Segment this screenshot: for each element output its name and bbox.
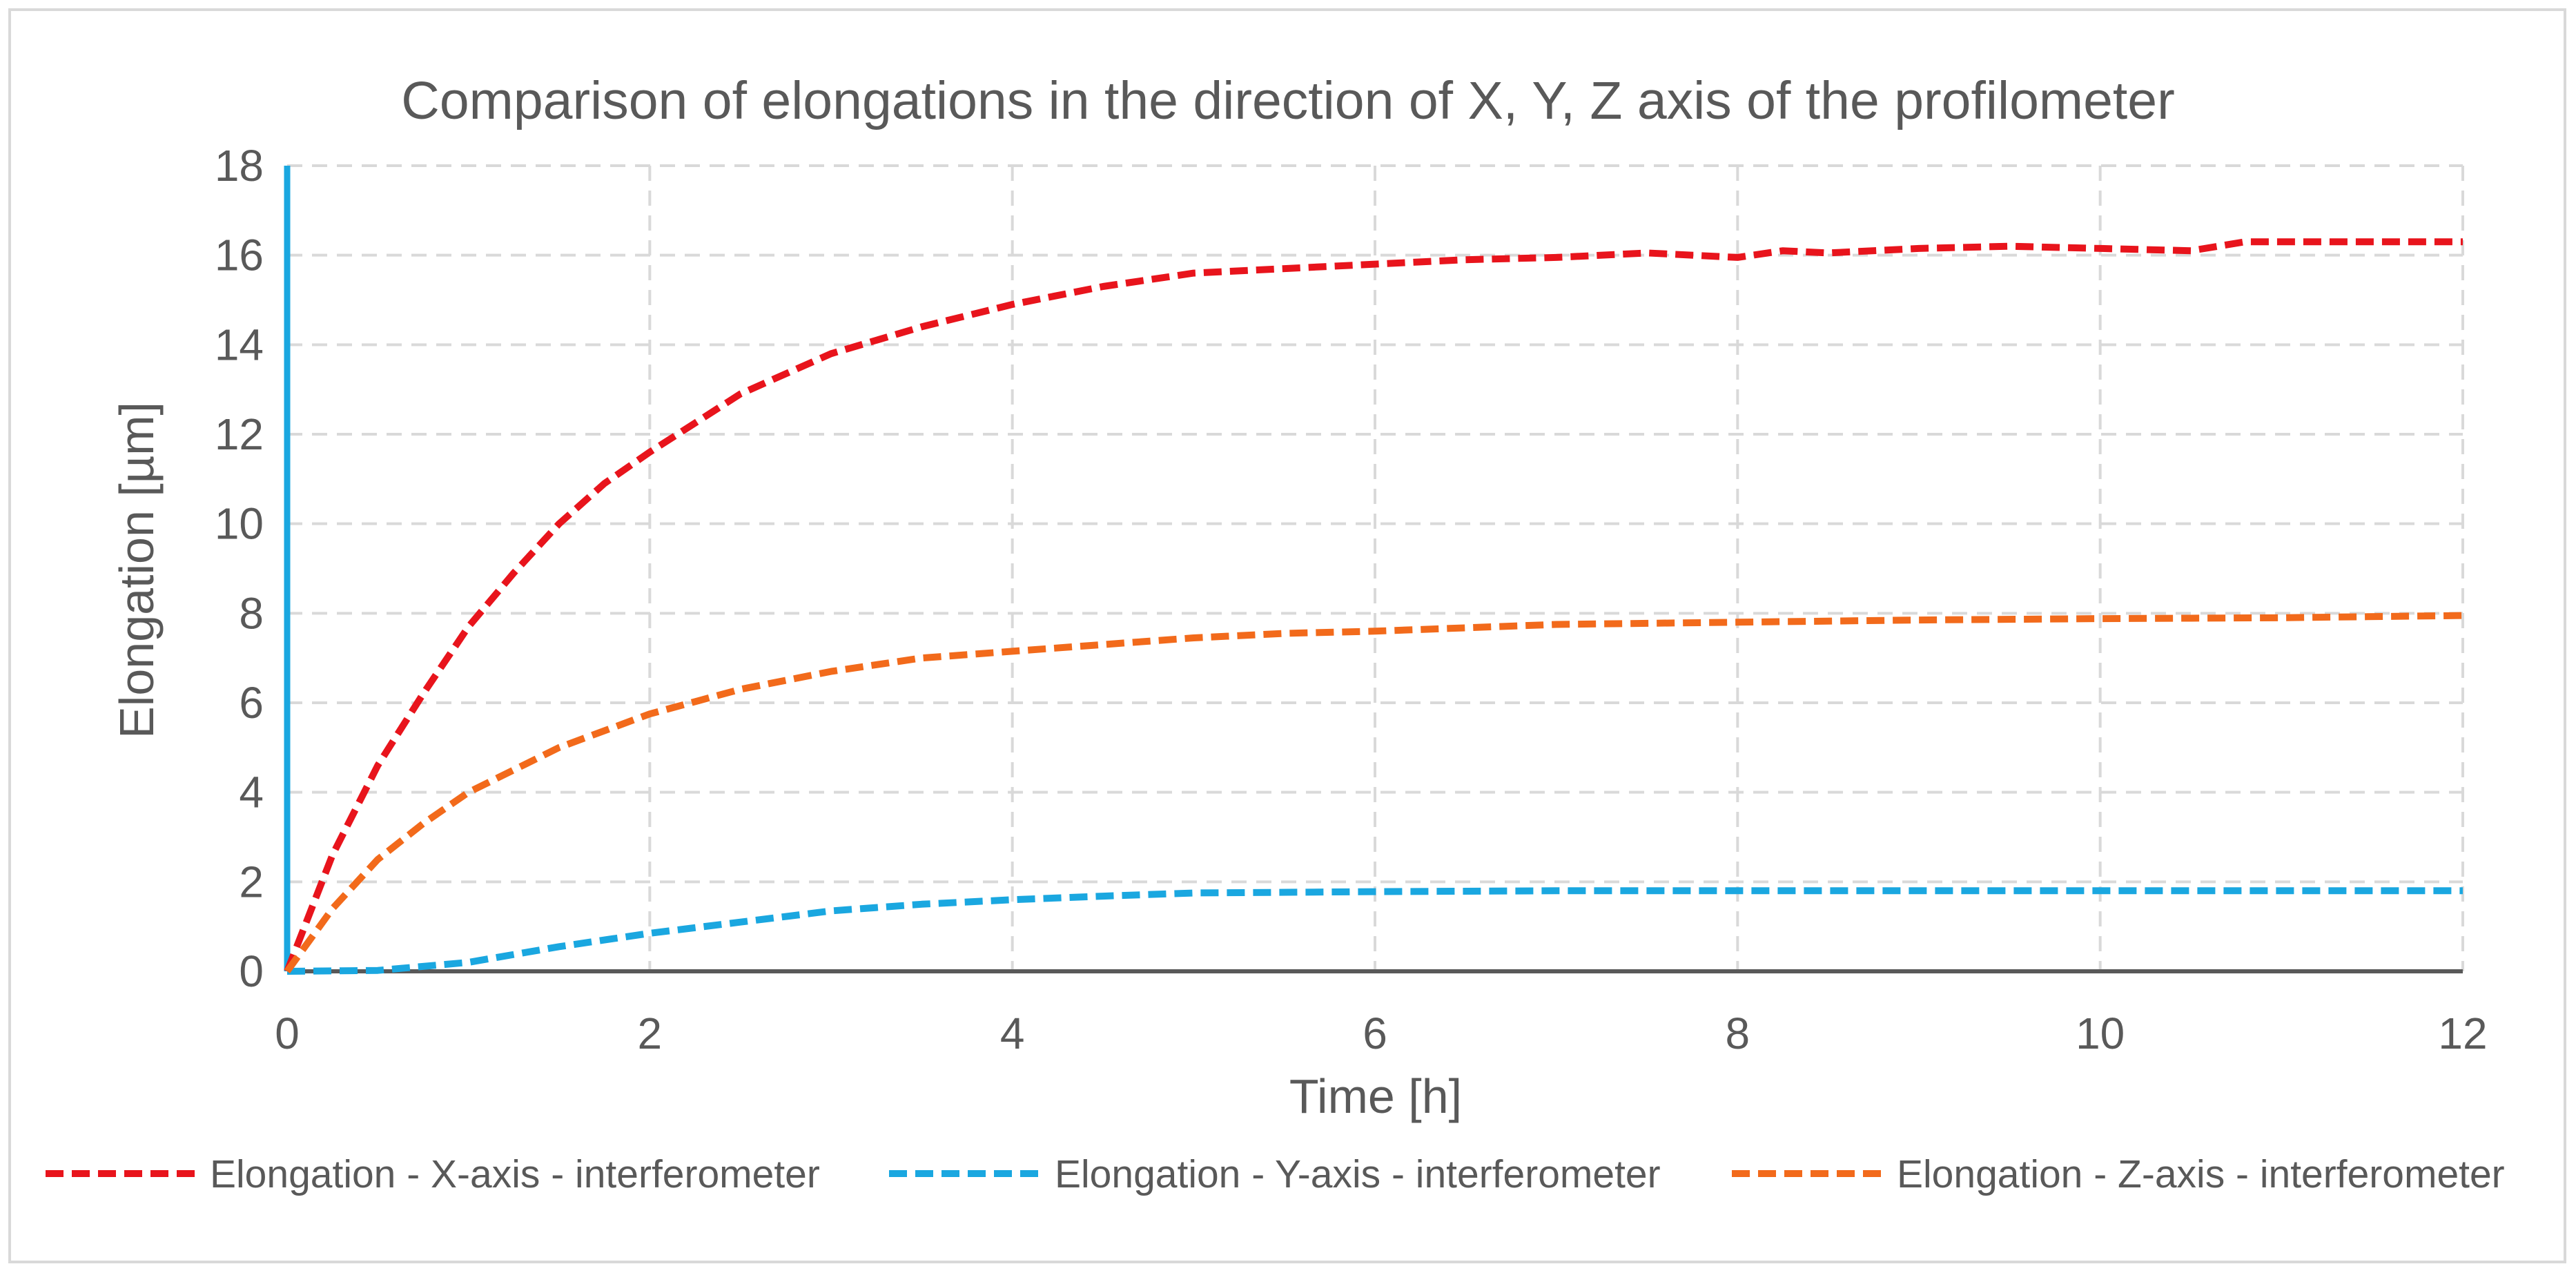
x-tick-label: 4 bbox=[1000, 1009, 1025, 1058]
grid-layer bbox=[287, 164, 2464, 971]
y-tick-label: 10 bbox=[215, 499, 264, 549]
legend-label: Elongation - X-axis - interferometer bbox=[210, 1152, 820, 1196]
y-tick-label: 2 bbox=[239, 857, 264, 906]
y-tick-label: 8 bbox=[239, 588, 264, 638]
chart-frame bbox=[8, 8, 2566, 1263]
y-tick-label: 0 bbox=[239, 946, 264, 996]
y-tick-label: 4 bbox=[239, 768, 264, 817]
y-tick-label: 18 bbox=[215, 141, 264, 191]
y-tick-label: 14 bbox=[215, 320, 264, 369]
legend-label: Elongation - Z-axis - interferometer bbox=[1897, 1152, 2505, 1196]
legend-label: Elongation - Y-axis - interferometer bbox=[1055, 1152, 1661, 1196]
axis-layer bbox=[284, 166, 2463, 973]
series-line-y-axis bbox=[286, 887, 2463, 975]
y-tick-label: 6 bbox=[239, 678, 264, 728]
x-tick-label: 6 bbox=[1363, 1009, 1387, 1058]
x-tick-label: 0 bbox=[275, 1009, 300, 1058]
series-line-x-axis bbox=[284, 238, 2463, 973]
y-axis-label: Elongation [µm] bbox=[110, 402, 164, 739]
y-tick-label: 16 bbox=[215, 231, 264, 280]
series-line-z-axis bbox=[284, 612, 2463, 973]
x-tick-label: 8 bbox=[1726, 1009, 1750, 1058]
x-tick-label: 2 bbox=[638, 1009, 663, 1058]
tick-layer: 0 2 4 6 8 10 12 14 16 18 0 2 4 6 8 10 12 bbox=[215, 141, 2488, 1058]
chart-title: Comparison of elongations in the directi… bbox=[401, 71, 2175, 130]
x-tick-label: 12 bbox=[2438, 1009, 2487, 1058]
y-tick-label: 12 bbox=[215, 409, 264, 459]
legend: Elongation - X-axis - interferometer Elon… bbox=[46, 1152, 2505, 1196]
x-axis-label: Time [h] bbox=[1289, 1069, 1462, 1123]
series-layer bbox=[284, 238, 2463, 975]
x-tick-label: 10 bbox=[2076, 1009, 2125, 1058]
